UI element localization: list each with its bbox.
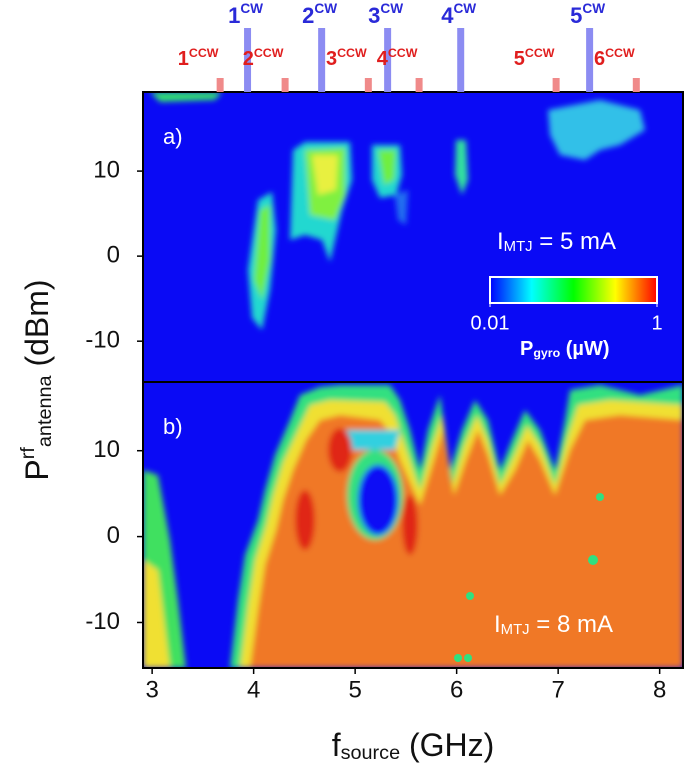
annotation-part: MTJ (501, 622, 530, 638)
ccw-mode-label-part: 2 (243, 48, 254, 70)
ccw-mode-label: 4CCW (377, 46, 418, 71)
annotation-part: I (497, 228, 504, 255)
annotation: IMTJ = 5 mA (497, 228, 616, 255)
annotation: IMTJ = 8 mA (494, 611, 613, 638)
x-tick-label: 5 (348, 676, 361, 703)
x-tick-label: 8 (653, 676, 666, 703)
x-tick-label: 3 (145, 676, 158, 703)
y-tick-label: 0 (107, 241, 120, 268)
x-tick-label: 6 (450, 676, 463, 703)
ccw-mode-label-part: CCW (254, 46, 284, 60)
colorbar (489, 276, 658, 304)
ccw-mode-label: 5CCW (514, 46, 555, 71)
y-tick-label: 0 (107, 522, 120, 549)
y-axis-label-part: rf (17, 447, 39, 460)
cw-mode-label-part: CW (240, 1, 263, 16)
cw-mode-label: 1CW (228, 1, 263, 28)
ccw-mode-label-part: 1 (178, 48, 189, 70)
panel-b-frame (142, 381, 684, 669)
colorbar-tick-label: 0.01 (471, 312, 510, 334)
panel-label: b) (163, 414, 183, 439)
ccw-mode-label-part: 6 (594, 48, 605, 70)
ccw-mode-label-part: CCW (605, 46, 635, 60)
heatmap-a (143, 92, 683, 382)
x-axis-label-part: source (341, 742, 401, 764)
y-tick-label: 10 (93, 436, 120, 463)
cw-mode-label: 3CW (368, 1, 403, 28)
heatmap-b (143, 382, 683, 668)
ccw-mode-label-part: 4 (377, 48, 389, 70)
annotation-part: = 5 mA (533, 228, 616, 255)
x-tick-label: 7 (551, 676, 564, 703)
y-tick-label: -10 (85, 327, 120, 354)
ccw-mode-label-part: CCW (337, 46, 367, 60)
ccw-mode-label-part: CCW (189, 46, 219, 60)
panel-label: a) (163, 124, 183, 149)
cw-mode-label-part: CW (582, 1, 605, 16)
annotation-part: I (494, 611, 501, 638)
annotation-part: MTJ (504, 239, 533, 255)
colorbar-label-part: gyro (533, 346, 560, 360)
cw-mode-label: 4CW (441, 1, 476, 28)
ccw-mode-label: 1CCW (178, 46, 219, 71)
x-axis-label-part: f (332, 727, 341, 763)
cw-mode-label-part: CW (453, 1, 476, 16)
y-axis-label-part: antenna (34, 374, 56, 447)
colorbar-tick-label: 1 (651, 312, 662, 334)
ccw-mode-label-part: CCW (525, 46, 555, 60)
y-tick-label: 10 (93, 156, 120, 183)
annotation-part: = 8 mA (530, 611, 613, 638)
cw-mode-label-part: 3 (368, 3, 380, 28)
x-tick-label: 4 (247, 676, 260, 703)
cw-mode-label-part: 5 (570, 3, 582, 28)
cw-mode-label-part: CW (314, 1, 337, 16)
x-axis-label: fsource (GHz) (332, 727, 495, 764)
ccw-mode-label: 2CCW (243, 46, 284, 71)
y-tick-label: -10 (85, 608, 120, 635)
cw-mode-label: 5CW (570, 1, 605, 28)
x-axis-label-part: (GHz) (400, 727, 494, 763)
ccw-mode-label: 6CCW (594, 46, 635, 71)
y-axis-label-part: (dBm) (19, 279, 55, 375)
cw-mode-label-part: CW (380, 1, 403, 16)
ccw-mode-label-part: 3 (326, 48, 337, 70)
ccw-mode-label: 3CCW (326, 46, 367, 71)
ccw-mode-label-part: 5 (514, 48, 525, 70)
colorbar-label: Pgyro (µW) (520, 338, 609, 360)
cw-mode-label: 2CW (302, 1, 337, 28)
colorbar-label-part: (µW) (560, 338, 609, 360)
cw-mode-label-part: 4 (441, 3, 454, 28)
y-axis-label: Prfantenna (dBm) (17, 279, 56, 480)
cw-mode-label-part: 2 (302, 3, 314, 28)
y-axis-label-part: P (19, 459, 55, 480)
cw-mode-label-part: 1 (228, 3, 240, 28)
colorbar-label-part: P (520, 338, 533, 360)
ccw-mode-label-part: CCW (388, 46, 418, 60)
